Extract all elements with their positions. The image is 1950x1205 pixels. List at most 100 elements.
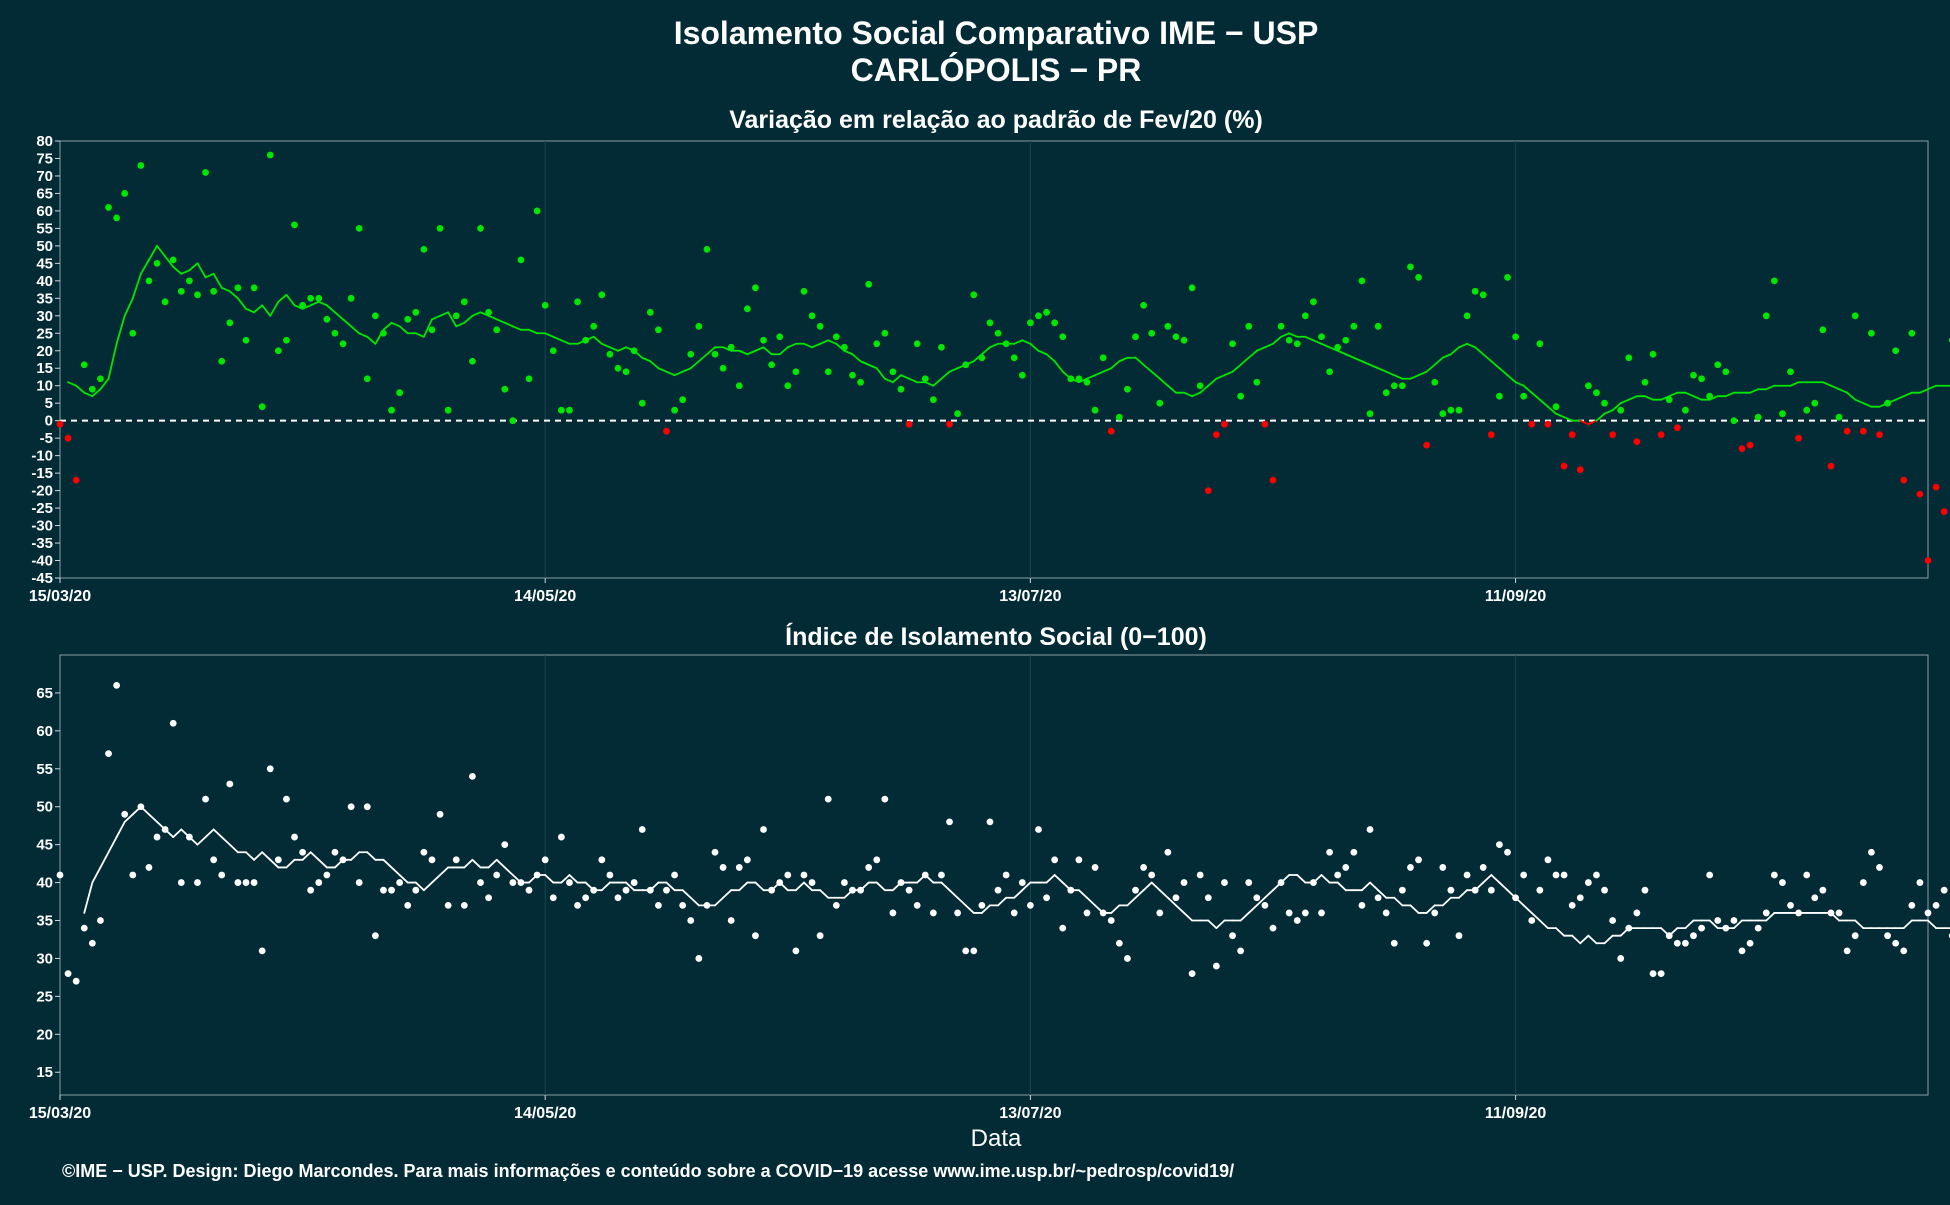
var-trend-segment [1482, 353, 1493, 363]
var-trend-segment [1320, 342, 1331, 349]
idx-trend-segment [139, 805, 150, 816]
var-data-point [1018, 371, 1026, 379]
var-trend-segment [123, 297, 134, 317]
var-trend-segment [220, 286, 231, 293]
idx-data-point [1552, 871, 1560, 879]
var-trend-segment [107, 342, 118, 380]
var-data-point [1560, 462, 1568, 470]
var-trend-segment [1886, 398, 1897, 405]
var-data-point [226, 319, 234, 327]
var-data-point [1738, 445, 1746, 453]
idx-data-point [743, 856, 751, 864]
var-trend-segment [447, 311, 458, 328]
var-trend-segment [665, 370, 676, 377]
idx-data-point [711, 848, 719, 856]
idx-data-point [994, 886, 1002, 894]
var-trend-segment [1393, 374, 1404, 380]
idx-data-point [1843, 947, 1851, 955]
var-trend-segment [1789, 381, 1800, 387]
idx-trend-segment [625, 881, 636, 892]
idx-trend-segment [1458, 889, 1468, 899]
idx-trend-segment [1514, 896, 1525, 907]
var-trend-segment [75, 384, 86, 394]
idx-data-point [412, 886, 420, 894]
idx-trend-segment [188, 836, 199, 846]
var-trend-segment [1078, 377, 1088, 384]
idx-data-point [1301, 909, 1309, 917]
idx-trend-segment [1166, 896, 1177, 907]
var-trend-segment [1158, 377, 1169, 387]
var-trend-segment [875, 367, 886, 380]
var-trend-segment [1377, 367, 1388, 373]
var-data-point [1439, 410, 1447, 418]
var-data-point [1310, 298, 1317, 306]
idx-trend-segment [495, 858, 506, 869]
idx-trend-segment [681, 889, 692, 899]
var-data-point [1212, 431, 1220, 439]
idx-trend-segment [1183, 912, 1194, 922]
var-trend-segment [835, 342, 846, 352]
var-data-point [1083, 378, 1091, 386]
var-trend-segment [1215, 374, 1226, 380]
var-y-tick-label: 45 [36, 255, 53, 272]
var-data-point [64, 434, 72, 442]
idx-data-point [420, 848, 428, 856]
idx-data-point [889, 909, 897, 917]
var-data-point [1463, 312, 1471, 320]
var-trend-segment [1692, 395, 1703, 401]
idx-data-point [582, 894, 590, 902]
var-data-point [1350, 322, 1358, 330]
var-trend-segment [892, 374, 902, 384]
idx-trend-segment [285, 858, 296, 869]
var-y-tick-label: 35 [36, 290, 53, 307]
idx-data-point [234, 879, 242, 886]
idx-trend-segment [1312, 874, 1323, 884]
idx-data-point [1851, 932, 1859, 940]
var-trend-segment [455, 321, 466, 328]
idx-data-point [64, 970, 72, 978]
var-trend-segment [285, 293, 296, 307]
idx-data-point [986, 818, 994, 826]
idx-data-point [501, 841, 509, 849]
var-trend-segment [350, 325, 361, 335]
var-trend-segment [1344, 353, 1355, 359]
var-data-point [1051, 319, 1059, 327]
idx-trend-segment [1765, 912, 1776, 922]
idx-data-point [1002, 871, 1010, 879]
idx-data-point [315, 879, 323, 886]
idx-data-point [1859, 879, 1867, 886]
var-data-point [1916, 490, 1924, 498]
idx-data-point [1730, 917, 1738, 924]
var-trend-segment [633, 349, 644, 359]
var-x-tick-label: 11/09/20 [1485, 588, 1547, 605]
var-trend-segment [277, 293, 288, 303]
idx-data-point [1560, 871, 1568, 879]
var-trend-segment [1547, 405, 1557, 415]
var-data-point [388, 406, 395, 414]
idx-trend-segment [1175, 904, 1185, 914]
var-data-point [1536, 340, 1544, 348]
idx-trend-segment [172, 828, 183, 838]
idx-data-point [760, 826, 767, 833]
idx-x-tick-label: 15/03/20 [29, 1105, 91, 1122]
idx-data-point [1940, 886, 1948, 894]
idx-trend-segment [1409, 904, 1420, 914]
var-trend-segment [948, 367, 959, 373]
idx-data-point [1738, 947, 1746, 955]
idx-data-point [1536, 886, 1544, 894]
idx-data-point [347, 803, 355, 811]
idx-data-point [1867, 848, 1875, 856]
idx-y-tick-label: 65 [36, 685, 53, 702]
var-data-point [250, 284, 258, 292]
idx-trend-segment [568, 874, 579, 884]
var-trend-segment [859, 360, 870, 366]
var-trend-segment [293, 304, 304, 310]
var-trend-segment [1498, 367, 1509, 377]
idx-data-point [283, 795, 290, 803]
var-data-point [331, 329, 339, 337]
idx-data-point [153, 833, 161, 841]
title-line2: CARLÓPOLIS − PR [851, 52, 1142, 88]
idx-data-point [1229, 932, 1236, 940]
panel1-plot: 15/03/20 14/05/20 13/07/20 11/09/20 80757065… [29, 133, 1950, 605]
idx-trend-segment [665, 881, 676, 892]
